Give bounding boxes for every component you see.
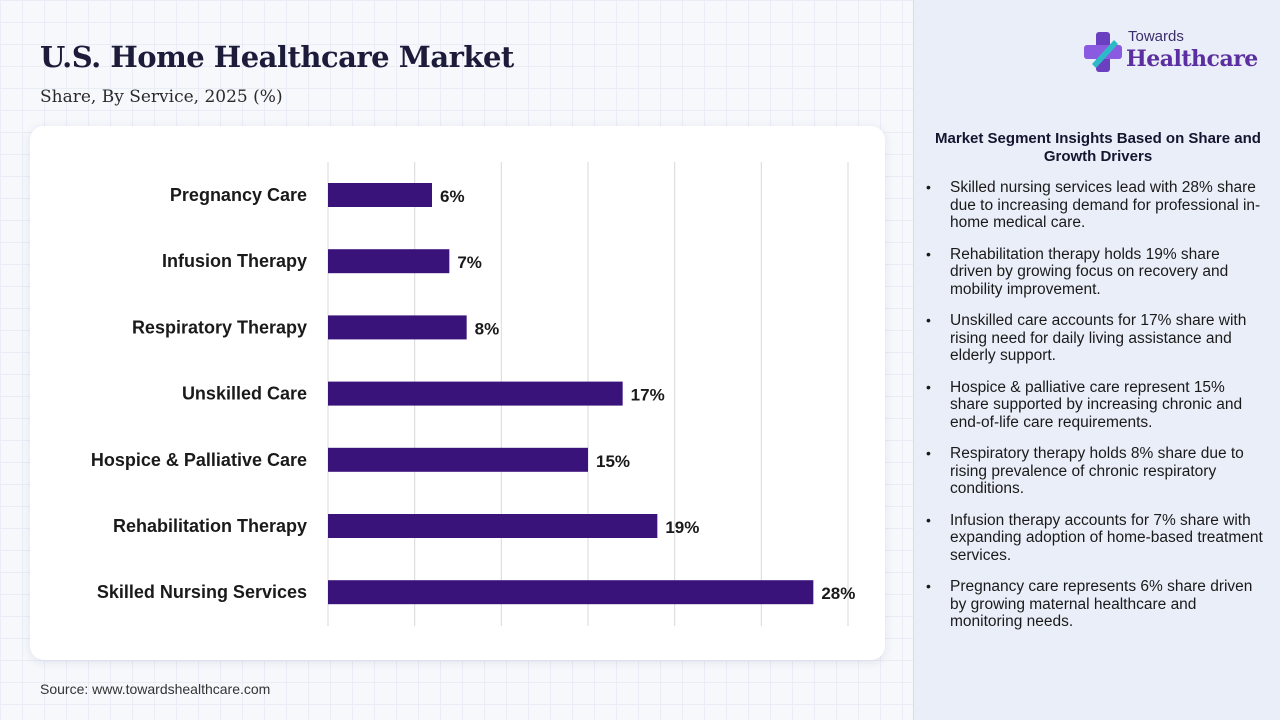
category-label: Infusion Therapy <box>162 251 307 271</box>
data-label: 17% <box>631 386 665 405</box>
list-item: • Hospice & palliative care represent 15%… <box>926 379 1266 432</box>
page-title: U.S. Home Healthcare Market <box>40 40 514 74</box>
bar[interactable] <box>328 315 467 340</box>
bullet-icon: • <box>926 312 931 328</box>
list-item: • Respiratory therapy holds 8% share due … <box>926 445 1266 498</box>
category-label: Pregnancy Care <box>170 185 307 205</box>
data-label: 19% <box>665 518 699 537</box>
insight-text: Infusion therapy accounts for 7% share w… <box>950 511 1263 564</box>
data-label: 15% <box>596 452 630 471</box>
list-item: • Unskilled care accounts for 17% share w… <box>926 312 1266 365</box>
category-label: Rehabilitation Therapy <box>113 516 307 536</box>
bullet-icon: • <box>926 445 931 461</box>
brand-name-top: Towards <box>1128 28 1184 45</box>
bullet-icon: • <box>926 511 931 528</box>
insight-text: Hospice & palliative care represent 15% … <box>950 378 1243 431</box>
category-label: Respiratory Therapy <box>132 317 307 337</box>
bar[interactable] <box>328 381 623 406</box>
bar[interactable] <box>328 447 588 472</box>
bullet-icon: • <box>926 378 931 395</box>
data-label: 7% <box>457 253 482 272</box>
bar-chart: Pregnancy Care 6% Infusion Therapy 7% Respir… <box>91 162 855 626</box>
brand-name-bottom: Healthcare <box>1126 46 1258 72</box>
brand-logo[interactable]: Towards Healthcare <box>1084 26 1259 82</box>
insight-text: Rehabilitation therapy holds 19% share d… <box>950 245 1229 298</box>
bullet-icon: • <box>926 578 931 594</box>
bar[interactable] <box>328 183 432 207</box>
bullet-icon: • <box>926 245 931 262</box>
insight-text: Unskilled care accounts for 17% share wi… <box>950 312 1247 364</box>
insight-text: Pregnancy care represents 6% share drive… <box>950 578 1253 630</box>
page-subtitle: Share, By Service, 2025 (%) <box>40 87 283 107</box>
list-item: • Pregnancy care represents 6% share driv… <box>926 578 1266 631</box>
bullet-icon: • <box>926 179 931 195</box>
insight-text: Skilled nursing services lead with 28% s… <box>950 179 1261 231</box>
insight-text: Respiratory therapy holds 8% share due t… <box>950 445 1244 497</box>
source-note: Source: www.towardshealthcare.com <box>40 681 271 697</box>
bar[interactable] <box>328 249 450 274</box>
data-label: 28% <box>821 584 855 603</box>
insights-panel: Towards Healthcare Market Segment Insigh… <box>913 0 1280 720</box>
bar[interactable] <box>328 580 814 605</box>
list-item: • Skilled nursing services lead with 28% … <box>926 179 1266 232</box>
list-item: • Rehabilitation therapy holds 19% share … <box>926 246 1266 299</box>
category-label: Skilled Nursing Services <box>97 582 307 602</box>
bar[interactable] <box>328 514 658 538</box>
insights-title: Market Segment Insights Based on Share a… <box>935 130 1261 165</box>
medical-cross-logo-icon <box>1084 32 1122 72</box>
data-label: 8% <box>475 319 500 338</box>
list-item: • Infusion therapy accounts for 7% share … <box>926 512 1266 565</box>
category-label: Unskilled Care <box>182 384 307 404</box>
category-label: Hospice & Palliative Care <box>91 450 307 470</box>
insights-list: • Skilled nursing services lead with 28% … <box>926 179 1266 645</box>
chart-card: Pregnancy Care 6% Infusion Therapy 7% Respir… <box>30 126 885 660</box>
data-label: 6% <box>440 187 465 206</box>
